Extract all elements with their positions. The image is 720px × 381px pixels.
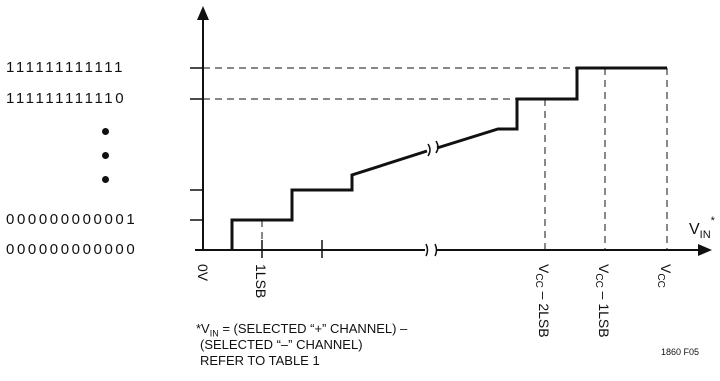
code-label-top: 111111111111: [6, 59, 126, 76]
tick-label-vcc-2lsb: VCC – 2LSB: [533, 264, 552, 338]
code-label-one: 000000000001: [6, 211, 138, 228]
tick-label-vcc: VCC: [655, 264, 674, 288]
x-axis-arrow: [698, 244, 712, 256]
footnote-line-2: (SELECTED “–” CHANNEL): [200, 337, 363, 352]
code-label-second: 111111111110: [6, 90, 127, 107]
tick-label-1lsb: 1LSB: [253, 264, 269, 298]
y-axis-arrow: [197, 6, 209, 20]
ellipsis-dot: [102, 152, 109, 159]
x-axis-break: [425, 243, 438, 257]
ellipsis-dot: [102, 176, 109, 183]
ellipsis-dot: [102, 128, 109, 135]
tick-label-vcc-1lsb: VCC – 1LSB: [593, 264, 612, 338]
footnote-line-1: *VIN = (SELECTED “+” CHANNEL) –: [196, 321, 408, 339]
footnote-line-3: REFER TO TABLE 1: [200, 353, 320, 368]
figure-number: 1860 F05: [661, 347, 700, 357]
x-axis-label: VIN*: [689, 215, 716, 241]
dashed-guides: [203, 67, 668, 250]
curve-break: [427, 140, 439, 157]
tick-label-0v: 0V: [195, 264, 211, 282]
transfer-staircase: [230, 66, 667, 250]
code-label-zero: 000000000000: [6, 241, 138, 258]
